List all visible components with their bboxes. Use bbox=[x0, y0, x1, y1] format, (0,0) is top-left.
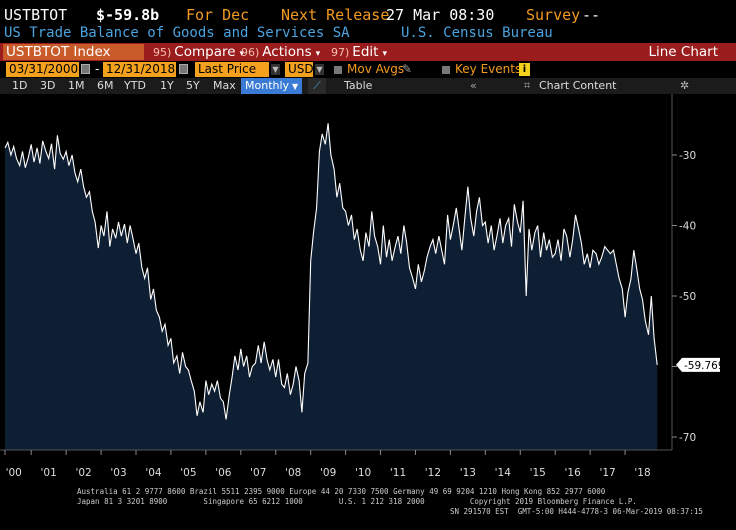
calendar-icon[interactable] bbox=[81, 64, 90, 74]
survey-value: -- bbox=[582, 6, 601, 24]
compare-num: 95) bbox=[153, 46, 172, 59]
range-max[interactable]: Max bbox=[213, 79, 236, 92]
x-tick-label: '09 bbox=[320, 467, 336, 479]
gear-icon[interactable]: ✲ bbox=[680, 79, 690, 92]
controls-row: 03/31/2000 - 12/31/2018 Last Price ▼ USD… bbox=[0, 62, 736, 78]
actions-label: Actions bbox=[262, 44, 312, 60]
range-3d[interactable]: 3D bbox=[40, 79, 56, 92]
x-tick-label: '15 bbox=[530, 467, 546, 479]
x-tick-label: '02 bbox=[75, 467, 91, 479]
x-tick-label: '03 bbox=[110, 467, 126, 479]
end-date-input[interactable]: 12/31/2018 bbox=[103, 62, 176, 77]
line-chart[interactable]: -30-40-50-60-70 '00'01'02'03'04'05'06'07… bbox=[0, 94, 736, 486]
y-tick-label: -40 bbox=[679, 221, 696, 233]
series-area bbox=[5, 123, 658, 451]
y-tick-label: -70 bbox=[679, 432, 696, 444]
chart-content-icon: ⌗ bbox=[524, 79, 531, 92]
key-events-checkbox[interactable] bbox=[442, 66, 450, 74]
last-value: $-59.8b bbox=[96, 6, 160, 24]
key-events-label: Key Events bbox=[455, 62, 522, 76]
footer-session-info: SN 291570 EST GMT-5:00 H444-4778-3 06-Ma… bbox=[450, 507, 703, 516]
x-tick-label: '16 bbox=[565, 467, 582, 479]
info-icon[interactable]: i bbox=[519, 63, 530, 76]
range-ytd[interactable]: YTD bbox=[124, 79, 146, 92]
compare-menu[interactable]: 95) Compare ▾ bbox=[153, 43, 244, 61]
next-release-label: Next Release bbox=[281, 6, 390, 24]
y-tick-label: -30 bbox=[679, 150, 696, 162]
security-input[interactable]: USTBTOT Index bbox=[3, 44, 144, 60]
security-description: US Trade Balance of Goods and Services S… bbox=[4, 25, 350, 41]
x-tick-label: '01 bbox=[41, 467, 57, 479]
chevron-down-icon: ▾ bbox=[239, 49, 245, 59]
x-tick-label: '12 bbox=[425, 467, 441, 479]
compare-label: Compare bbox=[174, 44, 236, 60]
edit-label: Edit bbox=[352, 44, 379, 60]
range-6m[interactable]: 6M bbox=[97, 79, 114, 92]
x-tick-label: '00 bbox=[6, 467, 22, 479]
x-tick-label: '11 bbox=[390, 467, 406, 479]
x-tick-label: '07 bbox=[250, 467, 266, 479]
date-range-dash: - bbox=[95, 62, 100, 76]
x-tick-label: '10 bbox=[355, 467, 371, 479]
chevron-down-icon: ▼ bbox=[292, 82, 299, 91]
survey-label: Survey bbox=[526, 6, 581, 24]
calendar-icon[interactable] bbox=[179, 64, 188, 74]
last-value-tag bbox=[676, 357, 720, 372]
series-line bbox=[4, 123, 658, 420]
range-1y[interactable]: 1Y bbox=[160, 79, 174, 92]
description-bar: US Trade Balance of Goods and Services S… bbox=[0, 24, 736, 44]
x-tick-label: '05 bbox=[180, 467, 196, 479]
x-tick-label: '14 bbox=[495, 467, 512, 479]
chevron-down-icon: ▾ bbox=[382, 49, 387, 59]
pencil-icon[interactable]: ✎ bbox=[402, 62, 413, 76]
chevron-down-icon[interactable]: ▼ bbox=[271, 64, 280, 75]
toolbar: 1D 3D 1M 6M YTD 1Y 5Y Max Monthly ▼ ⟋ Tab… bbox=[0, 78, 736, 94]
range-1m[interactable]: 1M bbox=[68, 79, 85, 92]
last-value-marker: -59.769 bbox=[676, 357, 725, 372]
range-1d[interactable]: 1D bbox=[12, 79, 28, 92]
chart-content-button[interactable]: Chart Content bbox=[539, 79, 617, 92]
x-axis: '00 '01 '02 '03 '04 '05 '06 '07 '08 '09 '10 '11 '12 '… bbox=[4, 450, 651, 479]
last-value-label: -59.769 bbox=[684, 360, 725, 372]
actions-menu[interactable]: 96) Actions ▾ bbox=[241, 43, 320, 61]
x-tick-label: '08 bbox=[285, 467, 301, 479]
chevron-down-icon[interactable]: ▼ bbox=[315, 64, 324, 75]
y-tick-label: -50 bbox=[679, 291, 696, 303]
range-5y[interactable]: 5Y bbox=[186, 79, 200, 92]
field-select[interactable]: Last Price bbox=[195, 62, 269, 77]
x-tick-label: '13 bbox=[460, 467, 476, 479]
mov-avgs-checkbox[interactable] bbox=[334, 66, 342, 74]
frequency-select[interactable]: Monthly ▼ bbox=[241, 78, 303, 94]
x-tick-label: '18 bbox=[634, 467, 650, 479]
collapse-icon[interactable]: « bbox=[470, 79, 477, 92]
ticker: USTBTOT bbox=[4, 6, 68, 24]
start-date-input[interactable]: 03/31/2000 bbox=[6, 62, 79, 77]
menu-bar: USTBTOT Index 95) Compare ▾ 96) Actions ▾ 97… bbox=[0, 43, 736, 61]
period: For Dec bbox=[186, 6, 250, 24]
chevron-down-icon: ▾ bbox=[315, 49, 321, 59]
footer-contacts-1: Australia 61 2 9777 8600 Brazil 5511 239… bbox=[77, 487, 606, 496]
edit-menu[interactable]: 97) Edit ▾ bbox=[331, 43, 387, 61]
next-release-value: 27 Mar 08:30 bbox=[386, 6, 495, 24]
header-bar: USTBTOT $-59.8b For Dec Next Release 27 … bbox=[0, 4, 736, 26]
line-chart-icon[interactable]: ⟋ bbox=[308, 78, 326, 94]
x-tick-label: '17 bbox=[599, 467, 615, 479]
frequency-label: Monthly bbox=[245, 79, 290, 92]
actions-num: 96) bbox=[241, 46, 260, 59]
footer: Australia 61 2 9777 8600 Brazil 5511 239… bbox=[0, 486, 736, 530]
edit-num: 97) bbox=[331, 46, 350, 59]
chart-type-label: Line Chart bbox=[648, 44, 718, 60]
currency-select[interactable]: USD bbox=[285, 62, 314, 77]
mov-avgs-label: Mov Avgs bbox=[347, 62, 405, 76]
footer-contacts-2: Japan 81 3 3201 8900 Singapore 65 6212 1… bbox=[77, 497, 637, 506]
table-button[interactable]: Table bbox=[344, 79, 373, 92]
data-source: U.S. Census Bureau bbox=[401, 25, 553, 41]
x-tick-label: '06 bbox=[215, 467, 232, 479]
x-tick-label: '04 bbox=[145, 467, 162, 479]
